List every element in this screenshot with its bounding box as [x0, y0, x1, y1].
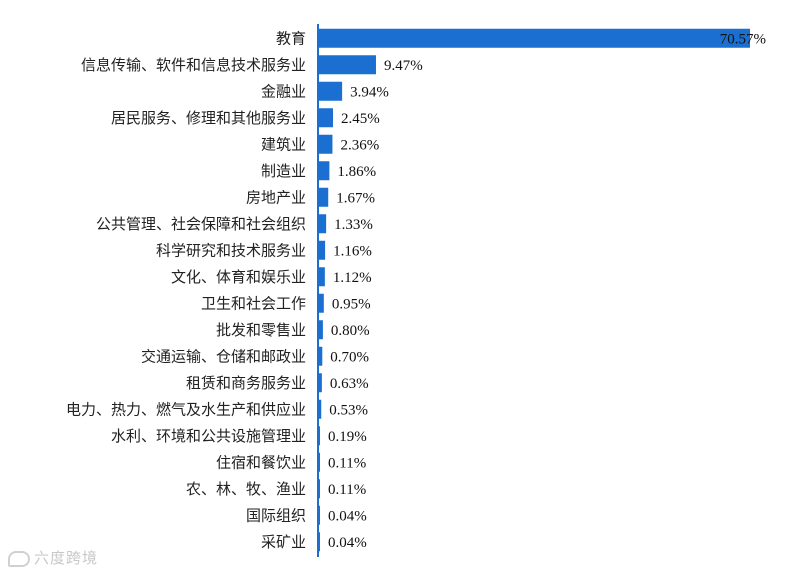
category-label: 水利、环境和公共设施管理业: [111, 427, 306, 445]
category-label: 卫生和社会工作: [201, 294, 306, 312]
bar: [318, 373, 322, 393]
category-label: 文化、体育和娱乐业: [171, 268, 306, 286]
bar: [318, 240, 326, 260]
bar: [318, 452, 320, 472]
value-label: 0.04%: [328, 535, 367, 551]
value-label: 9.47%: [384, 58, 423, 74]
bar: [318, 108, 333, 128]
value-label: 0.80%: [331, 323, 370, 339]
bar: [318, 399, 322, 419]
category-label: 农、林、牧、渔业: [186, 480, 306, 498]
value-label: 1.33%: [334, 217, 373, 233]
value-labels: 70.57% 9.47% 3.94% 2.45% 2.36% 1.86% 1.67% 1.33…: [328, 31, 766, 551]
category-label: 采矿业: [261, 533, 306, 551]
bar: [318, 28, 750, 48]
bar: [318, 81, 343, 101]
category-label: 信息传输、软件和信息技术服务业: [81, 56, 306, 74]
bar: [318, 134, 333, 154]
bar: [318, 293, 324, 313]
bar: [318, 214, 327, 234]
category-label: 交通运输、仓储和邮政业: [141, 347, 306, 365]
bar: [318, 320, 323, 340]
bar: [318, 426, 320, 446]
value-label: 1.67%: [336, 190, 375, 206]
category-label: 房地产业: [246, 188, 306, 206]
bar: [318, 346, 323, 366]
value-label: 1.16%: [333, 243, 372, 259]
bar: [318, 55, 376, 75]
value-label: 0.95%: [332, 296, 371, 312]
category-label: 公共管理、社会保障和社会组织: [96, 215, 306, 233]
value-label: 1.86%: [337, 164, 376, 180]
category-label: 居民服务、修理和其他服务业: [111, 109, 306, 127]
value-label: 0.11%: [328, 455, 366, 471]
value-label: 70.57%: [720, 31, 766, 47]
category-label: 建筑业: [261, 135, 306, 153]
category-label: 教育: [276, 29, 306, 47]
value-label: 0.53%: [329, 402, 368, 418]
category-labels: 教育信息传输、软件和信息技术服务业金融业居民服务、修理和其他服务业建筑业制造业房…: [66, 29, 306, 551]
bar: [318, 505, 320, 525]
bar: [318, 267, 325, 287]
watermark-logo-icon: [8, 550, 30, 567]
category-label: 租赁和商务服务业: [186, 374, 306, 392]
value-label: 0.70%: [330, 349, 369, 365]
category-label: 科学研究和技术服务业: [156, 241, 306, 259]
category-label: 电力、热力、燃气及水生产和供应业: [66, 400, 306, 418]
bar: [318, 479, 320, 499]
value-label: 1.12%: [333, 270, 372, 286]
value-label: 0.11%: [328, 482, 366, 498]
value-label: 2.36%: [340, 137, 379, 153]
category-label: 制造业: [261, 162, 306, 180]
bars: [318, 28, 750, 552]
category-label: 金融业: [261, 82, 306, 100]
watermark: 六度跨境: [8, 547, 98, 568]
value-label: 0.04%: [328, 508, 367, 524]
bar: [318, 161, 330, 181]
category-label: 批发和零售业: [216, 321, 306, 339]
value-label: 2.45%: [341, 111, 380, 127]
bar: [318, 187, 329, 207]
category-label: 住宿和餐饮业: [216, 453, 306, 471]
value-label: 0.19%: [328, 429, 367, 445]
value-label: 3.94%: [350, 84, 389, 100]
watermark-text: 六度跨境: [34, 549, 99, 567]
value-label: 0.63%: [330, 376, 369, 392]
bar: [318, 532, 320, 552]
category-label: 国际组织: [246, 506, 306, 524]
